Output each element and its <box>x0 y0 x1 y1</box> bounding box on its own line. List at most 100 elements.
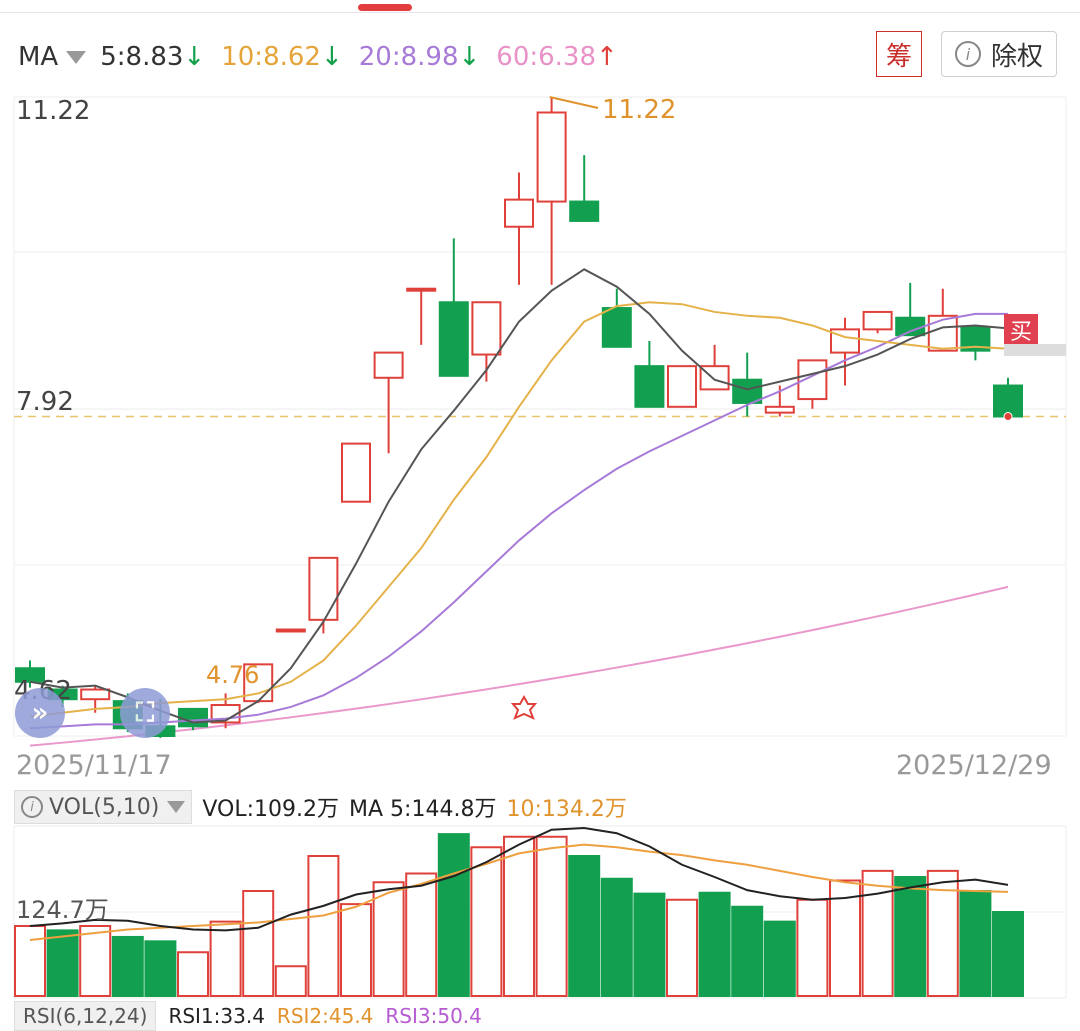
volume-bar-down <box>894 876 927 997</box>
rsi2-value: RSI2:45.4 <box>276 1004 374 1028</box>
volume-bar-down <box>959 890 992 997</box>
low-price-label: 4.76 <box>206 661 259 689</box>
volume-legend: i VOL(5,10) VOL:109.2万 MA 5:144.8万 10:13… <box>14 789 627 825</box>
candle-down <box>634 365 665 408</box>
info-icon[interactable]: i <box>21 796 43 818</box>
chip-distribution-button[interactable]: 筹 <box>876 31 922 77</box>
ma10-legend: 10:8.62↓ <box>221 42 343 72</box>
volume-bar-down <box>568 855 601 997</box>
volume-bar-down <box>992 911 1024 997</box>
last-price-dot <box>1003 412 1013 421</box>
volume-bar-up <box>926 869 959 997</box>
volume-bar-down <box>111 935 144 997</box>
candle-up <box>862 310 893 331</box>
candles[interactable] <box>15 96 1023 738</box>
ma5-legend: 5:8.83↓ <box>100 42 206 72</box>
candle-up <box>699 365 730 391</box>
volume-bar-up <box>503 835 535 997</box>
ex-rights-button[interactable]: i 除权 <box>941 31 1057 77</box>
volume-bar-down <box>144 940 177 997</box>
candle-up <box>927 314 958 352</box>
candle-up <box>471 301 502 356</box>
volume-indicator-selector[interactable]: i VOL(5,10) <box>14 790 193 824</box>
active-tab-indicator <box>358 4 412 11</box>
buy-marker[interactable]: 买 <box>1004 314 1038 346</box>
candle-up <box>275 628 306 633</box>
ma60-legend: 60:6.38↑ <box>496 42 618 72</box>
high-leader-line <box>549 96 599 109</box>
volume-bar-down <box>731 905 764 997</box>
candle-up <box>341 442 371 503</box>
candle-up <box>80 688 111 701</box>
candle-up <box>373 351 404 379</box>
ma20-legend: 20:8.98↓ <box>358 42 481 72</box>
candle-down <box>569 200 600 222</box>
volume-bar-up <box>209 920 242 997</box>
volume-bar-up <box>340 903 372 997</box>
volume-indicator-label: VOL(5,10) <box>49 794 160 820</box>
arrow-down-icon: ↓ <box>183 42 206 72</box>
volume-bar-up <box>242 890 275 997</box>
start-date: 2025/11/17 <box>16 750 172 781</box>
top-divider <box>0 12 1080 13</box>
dropdown-triangle-icon <box>167 801 186 813</box>
buy-price-line <box>1004 344 1066 356</box>
price-axis-top: 11.22 <box>16 96 90 126</box>
candle-up <box>308 556 339 621</box>
arrow-down-icon: ↓ <box>458 42 481 72</box>
volume-bar-up <box>535 835 568 997</box>
volume-bar-up <box>372 881 405 997</box>
ma20-series <box>29 312 1008 730</box>
candle-down <box>895 316 926 337</box>
volume-bar-down <box>633 892 666 997</box>
volume-ma10-series <box>29 843 1009 941</box>
volume-bar-up <box>14 925 46 997</box>
volume-bar-up <box>177 951 209 997</box>
rsi1-value: RSI1:33.4 <box>168 1004 265 1028</box>
fullscreen-icon[interactable]: ⛶ <box>120 688 170 738</box>
candle-down <box>732 378 763 404</box>
candle-down <box>438 301 469 377</box>
volume-axis-top: 124.7万 <box>16 896 109 924</box>
candle-up <box>764 405 795 414</box>
volume-ma5-value: MA 5:144.8万 <box>349 797 497 822</box>
volume-bar-up <box>274 965 307 997</box>
info-icon: i <box>954 41 981 67</box>
candle-up <box>504 198 534 228</box>
volume-bar-up <box>307 855 340 997</box>
dropdown-triangle-icon[interactable] <box>66 50 87 64</box>
star-marker-icon[interactable] <box>510 694 538 720</box>
rsi-legend: RSI(6,12,24) RSI1:33.4 RSI2:45.4 RSI3:50… <box>14 1001 482 1031</box>
price-axis-mid: 7.92 <box>16 387 74 417</box>
candle-up <box>406 287 437 292</box>
rsi3-value: RSI3:50.4 <box>385 1004 482 1028</box>
volume-ma10-value: 10:134.2万 <box>506 797 627 822</box>
arrow-up-icon: ↑ <box>596 42 618 72</box>
candle-up <box>536 111 567 203</box>
ma-label[interactable]: MA <box>18 42 59 72</box>
ma10-series <box>29 301 1009 718</box>
volume-bar-up <box>470 846 503 997</box>
rsi-indicator-selector[interactable]: RSI(6,12,24) <box>14 1001 157 1031</box>
arrow-down-icon: ↓ <box>320 42 343 72</box>
candle-down <box>178 707 208 728</box>
volume-bar-up <box>405 872 438 997</box>
ma5-series <box>29 268 1009 724</box>
candle-down <box>601 307 632 348</box>
volume-bar-up <box>666 898 698 997</box>
volume-bar-down <box>763 920 796 997</box>
volume-value: VOL:109.2万 <box>202 797 340 822</box>
volume-bar-down <box>600 877 633 997</box>
volume-bar-up <box>829 879 861 997</box>
expand-left-icon[interactable]: » <box>15 688 65 738</box>
volume-ma5-series <box>29 826 1009 932</box>
candle-down <box>993 384 1023 418</box>
volume-ma-lines <box>29 826 1009 941</box>
volume-bar-up <box>861 869 894 997</box>
candle-down <box>960 326 991 352</box>
volume-bars[interactable] <box>14 833 1024 997</box>
volume-bar-down <box>437 833 470 997</box>
volume-bar-down <box>46 929 79 997</box>
high-price-label: 11.22 <box>602 95 676 125</box>
